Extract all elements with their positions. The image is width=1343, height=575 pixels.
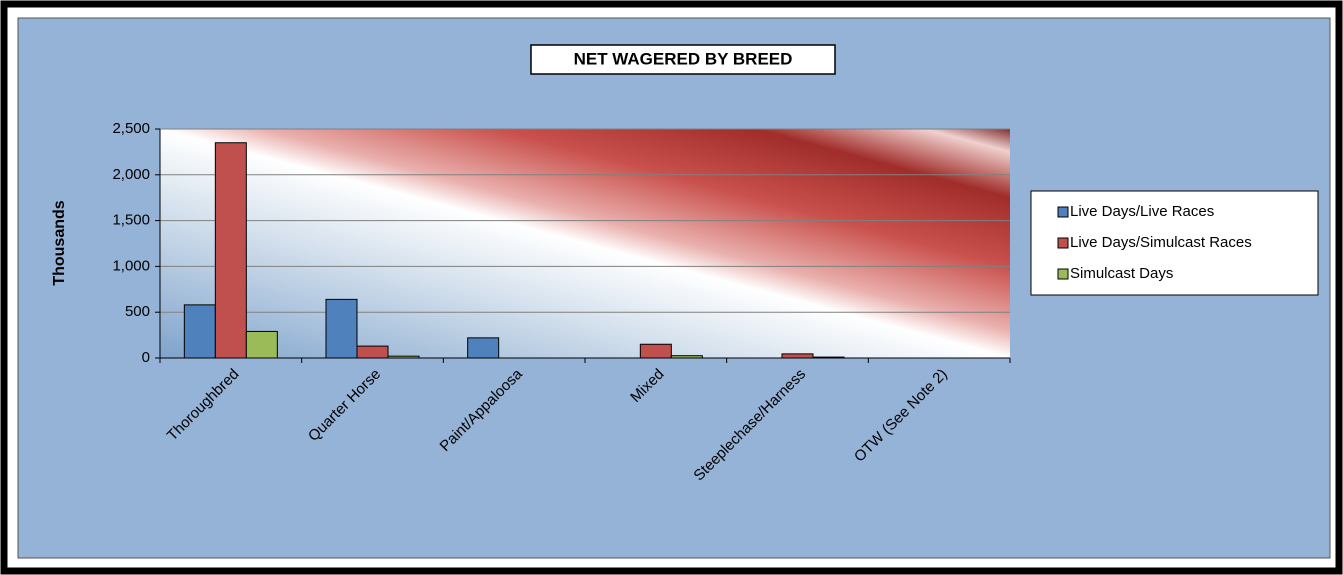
y-tick-label: 1,000 [112,257,150,274]
plot-area [160,129,1010,358]
bar [183,304,216,359]
y-tick-label: 500 [125,303,150,320]
bar [387,355,420,359]
y-tick-label: 0 [142,349,150,366]
bar [781,353,814,359]
y-tick-label: 2,000 [112,166,150,183]
legend-swatch [1057,268,1069,280]
title-box [530,44,836,75]
y-tick-label: 2,500 [112,120,150,137]
legend-swatch [1057,237,1069,249]
legend-label: Live Days/Simulcast Races [1070,234,1252,251]
y-axis-label: Thousands [51,200,68,285]
chart-title: NET WAGERED BY BREED [574,49,793,68]
bar [467,337,500,359]
bar [670,355,703,359]
bar [214,142,247,359]
bar [356,345,389,359]
bar [245,330,278,359]
legend-swatch [1057,206,1069,218]
legend-label: Simulcast Days [1070,265,1173,282]
bar [639,343,672,359]
legend-label: Live Days/Live Races [1070,203,1214,220]
bar [325,298,358,359]
y-tick-label: 1,500 [112,212,150,229]
legend-box [1030,190,1319,296]
bar [812,356,845,359]
